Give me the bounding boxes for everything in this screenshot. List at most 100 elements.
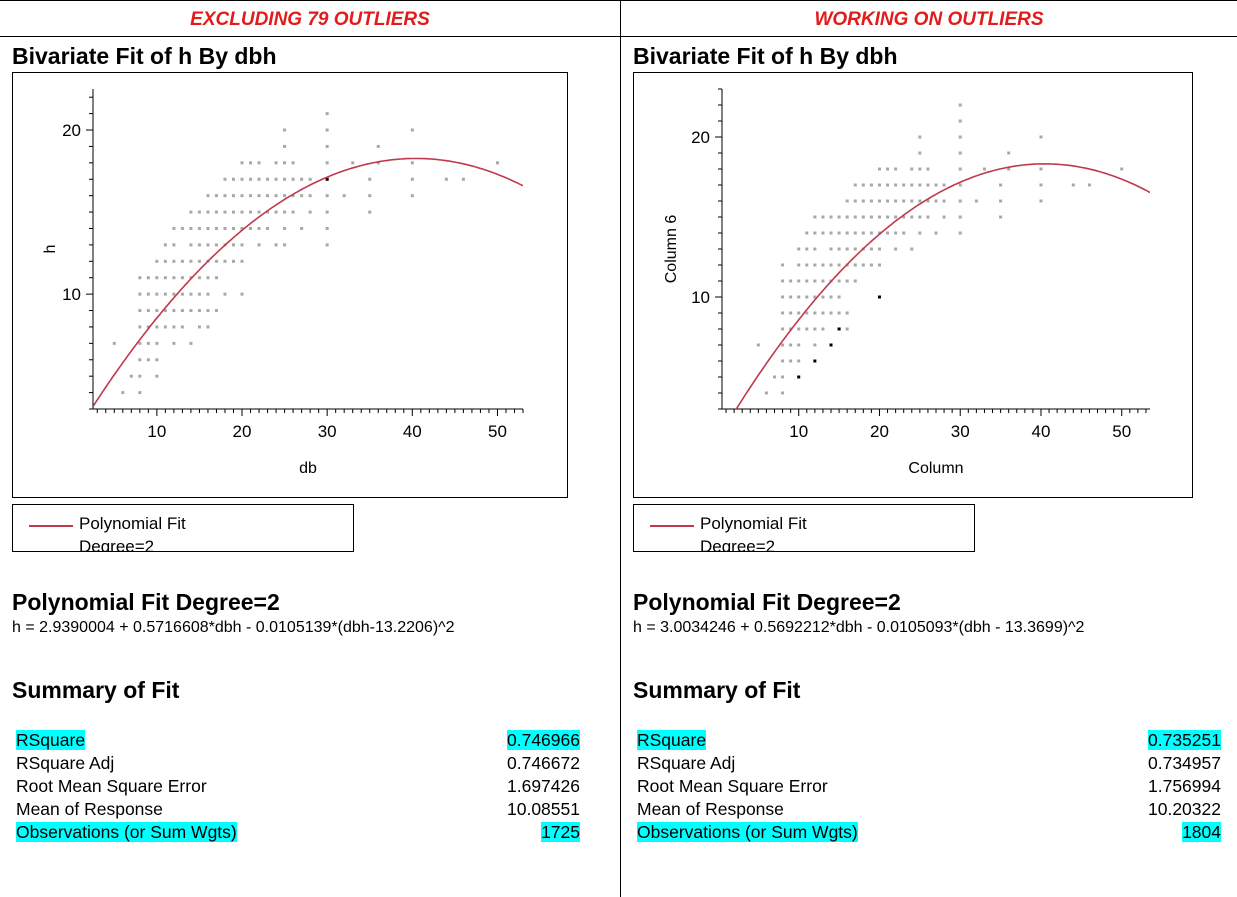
data-point	[1007, 167, 1011, 171]
summary-value: 1725	[541, 822, 580, 842]
fit-title: Polynomial Fit Degree=2	[12, 589, 280, 615]
data-point	[869, 231, 873, 235]
data-point	[886, 199, 890, 203]
data-point	[197, 276, 201, 280]
data-point	[861, 215, 865, 219]
data-point	[902, 199, 906, 203]
data-point	[274, 177, 278, 181]
x-axis-label: db	[299, 460, 317, 477]
data-point	[206, 292, 210, 296]
data-point	[813, 247, 817, 251]
right-panel: WORKING ON OUTLIERS Bivariate Fit of h B…	[621, 0, 1237, 897]
data-point	[886, 231, 890, 235]
data-point	[283, 194, 287, 198]
data-point	[869, 263, 873, 267]
plot-frame: 10 20 30 40 50 10 20 Column Column 6	[633, 72, 1193, 498]
data-point	[910, 183, 914, 187]
data-point	[781, 359, 785, 363]
data-point	[829, 247, 833, 251]
data-point	[146, 325, 150, 329]
data-point	[958, 231, 962, 235]
data-point	[180, 276, 184, 280]
data-point	[146, 341, 150, 345]
data-point	[853, 263, 857, 267]
data-point	[797, 311, 801, 315]
summary-value: 1804	[1182, 822, 1221, 842]
data-point	[781, 295, 785, 299]
data-point	[172, 341, 176, 345]
data-point	[999, 183, 1003, 187]
data-point	[853, 215, 857, 219]
data-point	[877, 183, 881, 187]
data-point	[172, 226, 176, 230]
data-point	[155, 374, 159, 378]
data-point-selected	[797, 375, 801, 379]
data-point	[797, 263, 801, 267]
data-point	[266, 194, 270, 198]
data-point	[368, 210, 372, 214]
polynomial-fit-line	[93, 157, 523, 407]
data-point	[163, 292, 167, 296]
data-point	[368, 194, 372, 198]
y-tick-label: 10	[691, 288, 710, 307]
data-point	[206, 325, 210, 329]
data-point	[821, 295, 825, 299]
data-point	[926, 215, 930, 219]
data-point	[163, 325, 167, 329]
data-point	[781, 343, 785, 347]
summary-row: RSquare Adj 0.734957	[637, 753, 1221, 773]
data-point	[495, 161, 499, 165]
data-point	[781, 327, 785, 331]
data-point	[886, 183, 890, 187]
data-point	[172, 325, 176, 329]
data-point	[223, 259, 227, 263]
data-point	[853, 247, 857, 251]
data-point	[974, 199, 978, 203]
fit-equation: h = 3.0034246 + 0.5692212*dbh - 0.010509…	[633, 619, 1085, 636]
data-point	[958, 215, 962, 219]
data-point	[918, 215, 922, 219]
data-point	[240, 259, 244, 263]
data-point	[138, 341, 142, 345]
data-point	[197, 210, 201, 214]
panel-header: EXCLUDING 79 OUTLIERS	[190, 9, 430, 30]
data-point	[813, 279, 817, 283]
data-point	[797, 295, 801, 299]
data-point	[214, 226, 218, 230]
data-point	[942, 199, 946, 203]
data-point	[829, 295, 833, 299]
data-point	[283, 161, 287, 165]
data-point	[206, 243, 210, 247]
data-point	[240, 161, 244, 165]
data-point	[308, 210, 312, 214]
data-point	[146, 276, 150, 280]
data-point	[837, 263, 841, 267]
data-point	[274, 161, 278, 165]
data-point	[266, 177, 270, 181]
fit-title: Polynomial Fit Degree=2	[633, 589, 901, 615]
data-point	[300, 194, 304, 198]
data-point	[274, 243, 278, 247]
data-point	[805, 279, 809, 283]
header-border	[0, 36, 1237, 37]
data-point	[805, 263, 809, 267]
summary-row: RSquare 0.735251	[637, 730, 1221, 750]
data-point	[266, 226, 270, 230]
data-point	[813, 215, 817, 219]
data-point	[861, 263, 865, 267]
data-point	[257, 210, 261, 214]
data-point	[942, 183, 946, 187]
data-point	[910, 247, 914, 251]
data-point	[958, 151, 962, 155]
data-point-selected	[837, 327, 841, 331]
data-point	[163, 243, 167, 247]
data-point	[240, 177, 244, 181]
data-point	[138, 374, 142, 378]
data-point-selected	[325, 177, 329, 181]
data-point	[155, 325, 159, 329]
data-point	[805, 295, 809, 299]
data-point	[813, 231, 817, 235]
data-point	[240, 243, 244, 247]
data-point	[789, 343, 793, 347]
summary-label: RSquare	[637, 730, 707, 750]
